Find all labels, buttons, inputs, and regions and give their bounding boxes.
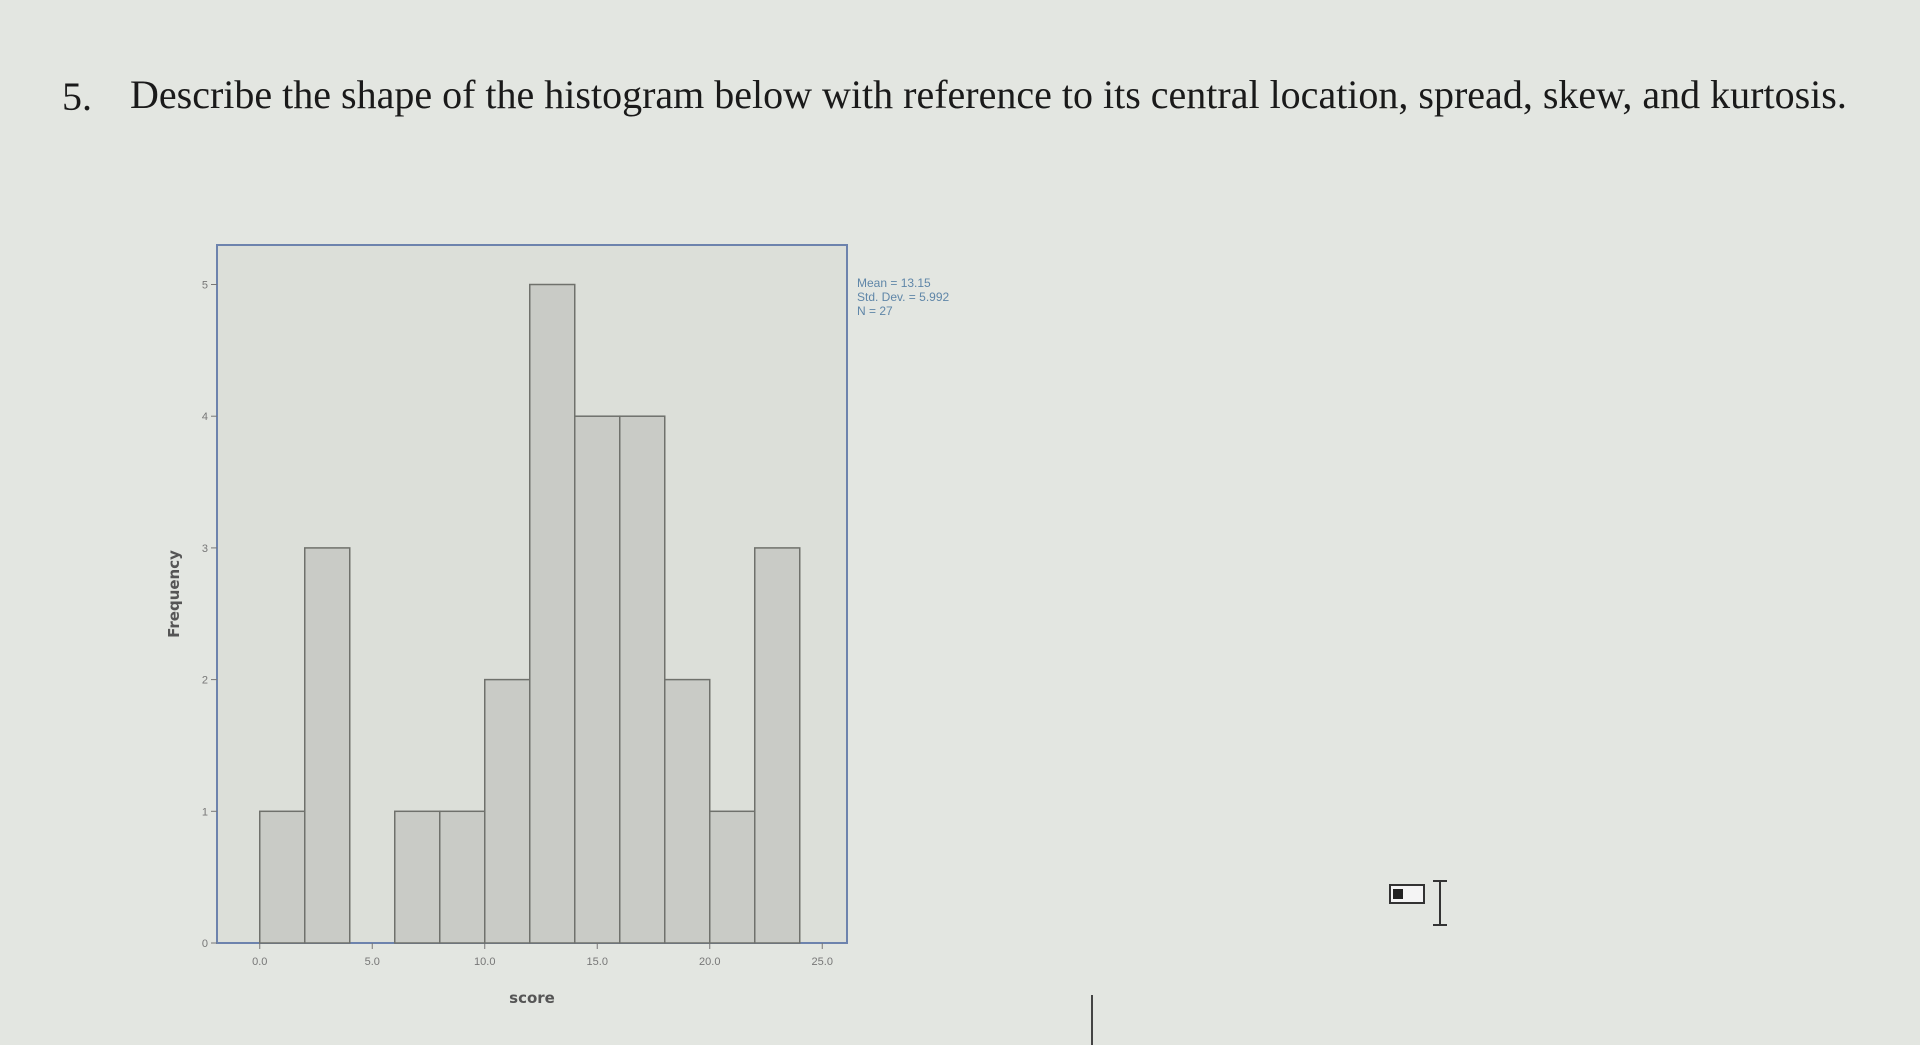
x-tick-label: 20.0 [699,956,720,968]
x-tick-label: 25.0 [812,956,833,968]
y-tick-label: 1 [202,806,208,818]
x-tick-label: 5.0 [365,956,380,968]
stat-annotation: Mean = 13.15 [857,276,931,290]
y-tick-label: 3 [202,543,208,555]
bar [754,547,801,944]
bar [664,678,711,944]
bar [484,678,531,944]
bar [619,415,666,944]
y-tick-label: 4 [202,411,208,423]
y-tick-label: 0 [202,938,208,950]
bar [439,810,486,944]
bar [709,810,756,944]
bar [259,810,306,944]
question-number: 5. [62,74,92,119]
y-tick-label: 5 [202,280,208,292]
bar [304,547,351,944]
stat-annotation: N = 27 [857,304,893,318]
x-tick-label: 0.0 [252,956,267,968]
question-text: Describe the shape of the histogram belo… [130,72,1847,117]
bar [574,415,621,944]
bar [529,283,576,944]
x-tick-label: 15.0 [587,956,608,968]
x-tick-label: 10.0 [474,956,495,968]
stat-annotation: Std. Dev. = 5.992 [857,290,949,304]
cursor-icon [1389,880,1447,926]
bar [394,810,441,944]
y-tick-label: 2 [202,675,208,687]
y-axis-label: Frequency [165,550,183,638]
question-box: Describe the shape of the histogram belo… [130,72,1847,117]
x-axis-label: score [509,989,555,1007]
